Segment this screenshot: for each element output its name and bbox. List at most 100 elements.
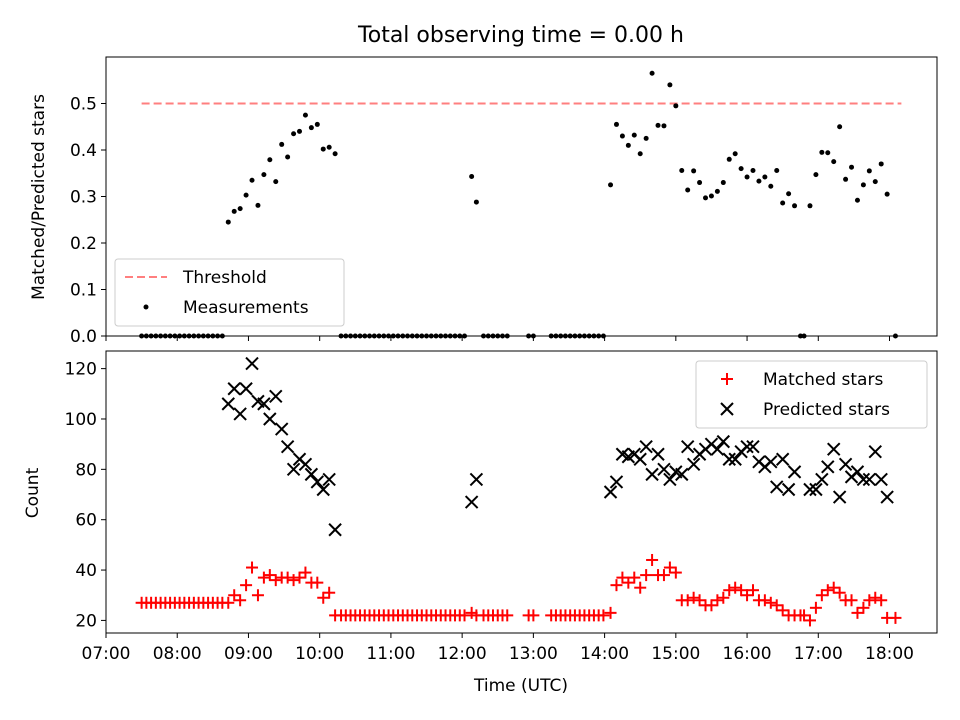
- x-tick-label: 08:00: [153, 644, 202, 664]
- bottom-y-axis-label: Count: [23, 467, 43, 518]
- matched-star-point: [228, 589, 241, 602]
- predicted-star-stroke-b: [310, 475, 325, 489]
- measurement-point: [608, 182, 614, 188]
- measurement-point: [792, 203, 798, 209]
- predicted-star-stroke-b: [832, 490, 847, 504]
- matched-star-point: [604, 606, 617, 619]
- predicted-star-point: [746, 439, 760, 454]
- x-tick-label: 12:00: [438, 644, 487, 664]
- predicted-star-stroke-b: [657, 462, 671, 477]
- predicted-star-point: [803, 482, 817, 497]
- top-panel: 0.0 0.1 0.2 0.3 0.4 0.5 Matched/Predicted sta…: [29, 56, 938, 347]
- predicted-star-stroke-b: [233, 407, 247, 421]
- measurement-point: [691, 168, 697, 174]
- matched-star-point: [263, 569, 276, 582]
- measurement-point: [831, 159, 837, 165]
- matched-star-point: [851, 606, 864, 619]
- predicted-star-point: [821, 460, 835, 474]
- measurement-point: [314, 121, 320, 127]
- predicted-star-point: [328, 523, 342, 537]
- predicted-star-stroke-b: [663, 472, 677, 487]
- matched-star-point: [821, 584, 834, 597]
- predicted-star-stroke-b: [286, 462, 301, 477]
- measurement-point: [637, 151, 643, 157]
- measurement-point: [619, 133, 625, 139]
- measurement-point: [261, 172, 267, 178]
- predicted-star-point: [464, 495, 479, 509]
- matched-star-point: [287, 574, 300, 587]
- measurement-point: [255, 202, 261, 208]
- measurement-point: [685, 187, 691, 193]
- predicted-star-stroke-b: [609, 475, 624, 489]
- predicted-star-stroke-b: [868, 445, 882, 459]
- predicted-star-stroke-b: [827, 442, 841, 456]
- bottom-axes-frame: [105, 350, 938, 634]
- predicted-star-point: [838, 457, 853, 472]
- predicted-star-stroke-b: [856, 472, 871, 487]
- bottom-y-tick-label: 20: [75, 611, 97, 631]
- predicted-star-point: [868, 445, 882, 459]
- predicted-star-point: [263, 412, 277, 426]
- bottom-y-tick-label: 40: [75, 561, 97, 581]
- predicted-star-point: [850, 465, 865, 479]
- predicted-star-stroke-b: [880, 490, 894, 504]
- matched-legend-label: Matched stars: [763, 370, 883, 390]
- measurement-point: [225, 219, 231, 225]
- predicted-star-stroke-b: [328, 523, 342, 537]
- predicted-legend-label: Predicted stars: [763, 400, 890, 420]
- matched-star-point: [735, 584, 748, 597]
- predicted-star-point: [304, 467, 319, 482]
- measurement-point: [813, 172, 819, 178]
- predicted-star-point: [310, 475, 325, 489]
- predicted-star-point: [856, 472, 871, 487]
- matched-star-point: [222, 596, 235, 609]
- bottom-x-axis: 07:00 08:00 09:00 10:00 11:00 12:00 13:00 14:00…: [82, 633, 914, 664]
- measurement-point: [843, 176, 849, 182]
- predicted-star-point: [787, 465, 802, 479]
- measurement-point: [273, 179, 279, 185]
- predicted-star-point: [609, 475, 624, 489]
- bottom-y-tick-label: 100: [65, 410, 97, 430]
- predicted-star-point: [239, 382, 253, 396]
- predicted-legend-swatch: [720, 402, 734, 416]
- predicted-star-stroke-b: [764, 455, 778, 469]
- top-y-tick-label: 0.3: [70, 188, 97, 208]
- measurement-point: [297, 128, 303, 134]
- measurement-point: [697, 180, 703, 186]
- matched-star-point: [293, 571, 306, 584]
- matched-legend-swatch: [721, 373, 733, 385]
- measurement-point: [807, 203, 813, 209]
- predicted-star-point: [880, 490, 894, 504]
- predicted-star-point: [740, 439, 754, 454]
- matched-star-point: [669, 566, 682, 579]
- x-tick-label: 15:00: [651, 644, 700, 664]
- matched-star-point: [251, 589, 264, 602]
- matched-star-point: [234, 594, 247, 607]
- measurement-point: [738, 166, 744, 172]
- predicted-star-stroke-b: [639, 439, 653, 454]
- measurement-point: [667, 82, 673, 88]
- predicted-star-stroke-b: [675, 467, 689, 482]
- measurements-legend-swatch: [143, 304, 149, 310]
- matched-star-point: [299, 566, 312, 579]
- predicted-star-stroke-b: [838, 457, 853, 472]
- predicted-star-stroke-b: [633, 452, 647, 466]
- bottom-legend-box: [695, 360, 928, 429]
- predicted-star-point: [809, 482, 823, 497]
- predicted-star-point: [764, 455, 778, 469]
- predicted-star-stroke-b: [803, 482, 817, 497]
- x-tick-label: 18:00: [865, 644, 914, 664]
- predicted-star-stroke-b: [809, 482, 823, 497]
- matched-star-point: [622, 576, 635, 589]
- predicted-star-stroke-b: [775, 452, 790, 466]
- matched-star-point: [323, 586, 336, 599]
- measurement-point: [326, 144, 332, 150]
- predicted-star-stroke-b: [469, 472, 484, 487]
- threshold-legend-label: Threshold: [182, 268, 267, 288]
- predicted-star-point: [245, 356, 259, 371]
- matched-star-point: [681, 594, 694, 607]
- predicted-star-stroke-b: [680, 439, 695, 454]
- top-axes-frame: [105, 56, 938, 337]
- measurement-point: [774, 167, 780, 173]
- predicted-star-stroke-b: [322, 472, 336, 487]
